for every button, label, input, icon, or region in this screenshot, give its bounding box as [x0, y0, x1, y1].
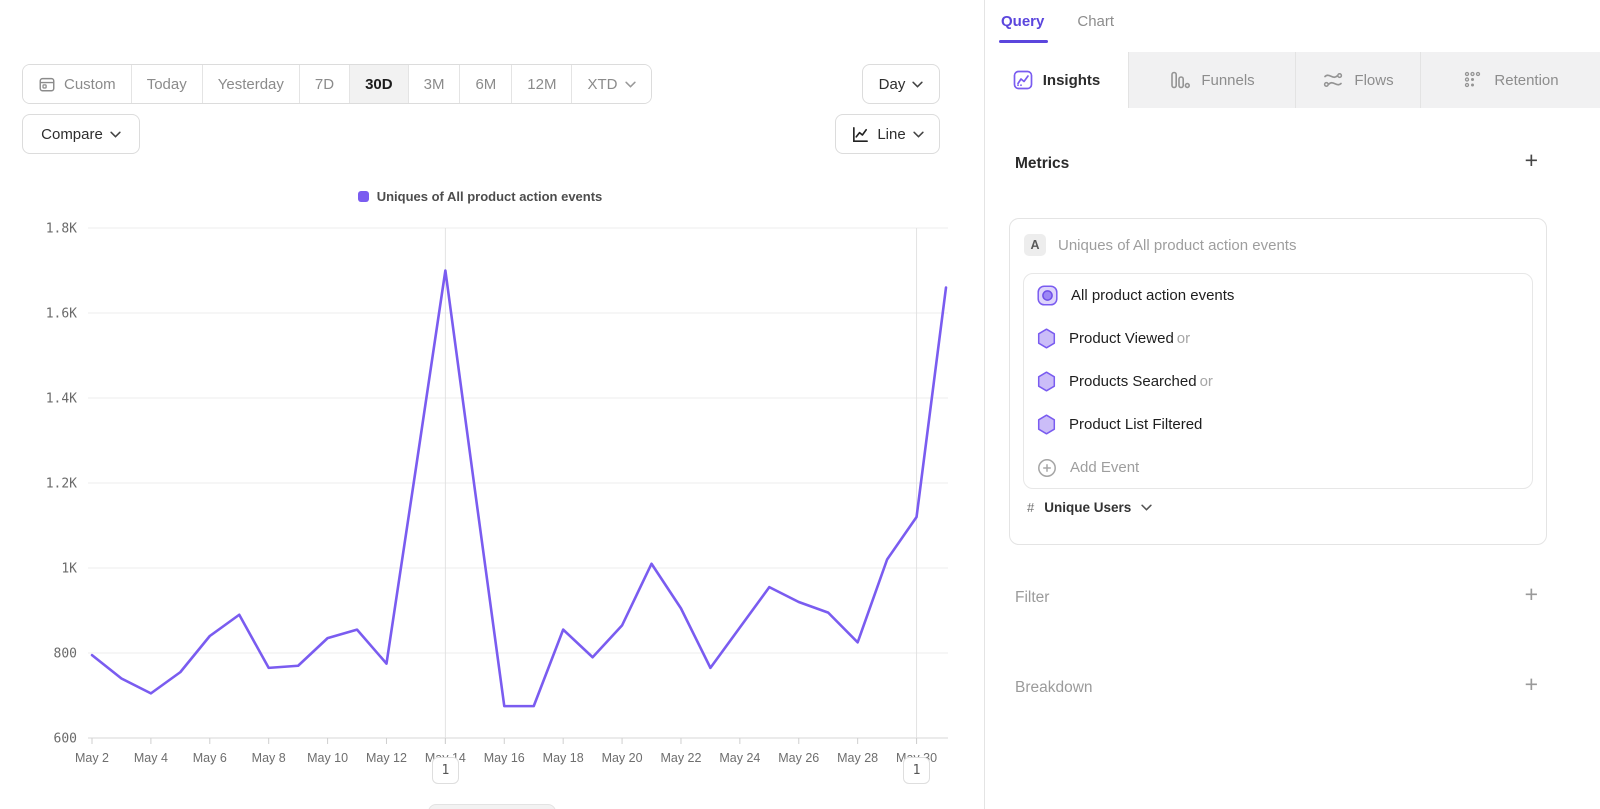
svg-text:May 16: May 16	[484, 751, 525, 765]
tab-insights[interactable]: Insights	[985, 52, 1129, 108]
legend-label: Uniques of All product action events	[376, 189, 603, 204]
line-chart-icon	[853, 126, 869, 142]
event-list-card: All product action events Product Viewed…	[1023, 273, 1533, 489]
chevron-down-icon	[912, 81, 924, 88]
svg-text:May 8: May 8	[252, 751, 286, 765]
date-range-selector: Custom Today Yesterday 7D 30D 3M 6M 12M …	[22, 64, 653, 104]
insights-icon	[1013, 70, 1033, 90]
svg-text:May 12: May 12	[366, 751, 407, 765]
retention-icon	[1465, 71, 1481, 88]
chevron-down-icon	[913, 131, 924, 138]
svg-text:May 6: May 6	[193, 751, 227, 765]
event-hexagon-icon	[1037, 371, 1056, 392]
range-button-custom[interactable]: Custom	[23, 65, 132, 103]
svg-text:May 10: May 10	[307, 751, 348, 765]
svg-text:May 26: May 26	[778, 751, 819, 765]
add-metric-button[interactable]: +	[1524, 147, 1538, 173]
annotation-badge[interactable]: 1	[431, 757, 459, 784]
svg-text:May 18: May 18	[543, 751, 584, 765]
filter-heading: Filter	[1015, 589, 1050, 606]
event-hexagon-icon	[1037, 328, 1056, 349]
svg-text:May 20: May 20	[602, 751, 643, 765]
metrics-heading: Metrics	[1015, 155, 1070, 172]
range-button-30d[interactable]: 30D	[350, 65, 409, 103]
breakdown-heading: Breakdown	[1015, 679, 1093, 696]
metric-group-card: A Uniques of All product action events A…	[1009, 218, 1547, 545]
svg-text:600: 600	[54, 732, 77, 747]
tab-funnels[interactable]: Funnels	[1129, 52, 1296, 108]
hash-icon: #	[1027, 500, 1035, 515]
line-chart[interactable]: 600 800 1K 1.2K 1.4K 1.6K 1.8K May 2 May 4 May 6 M…	[0, 215, 960, 809]
measure-dropdown[interactable]: # Unique Users	[1027, 500, 1152, 515]
tab-retention[interactable]: Retention	[1421, 52, 1600, 108]
svg-text:May 4: May 4	[134, 751, 168, 765]
add-filter-button[interactable]: +	[1524, 581, 1538, 607]
add-breakdown-button[interactable]: +	[1524, 671, 1538, 697]
range-label: Custom	[64, 75, 116, 93]
tab-chart[interactable]: Chart	[1077, 13, 1115, 30]
flows-icon	[1324, 73, 1343, 87]
range-button-xtd[interactable]: XTD	[572, 65, 652, 103]
metric-badge: A	[1024, 234, 1046, 256]
svg-text:May 22: May 22	[660, 751, 701, 765]
metric-group-title: Uniques of All product action events	[1058, 236, 1297, 254]
chevron-down-icon	[625, 81, 637, 88]
event-hexagon-icon	[1037, 414, 1056, 435]
range-button-today[interactable]: Today	[131, 65, 203, 103]
event-operator: or	[1199, 372, 1213, 390]
svg-text:800: 800	[54, 647, 77, 662]
legend-swatch	[357, 191, 369, 202]
tab-flows[interactable]: Flows	[1296, 52, 1421, 108]
range-button-3m[interactable]: 3M	[408, 65, 461, 103]
chevron-down-icon	[1141, 504, 1152, 511]
event-operator: or	[1176, 329, 1191, 347]
chart-type-dropdown[interactable]: Line	[835, 114, 940, 154]
compare-dropdown[interactable]: Compare	[22, 114, 140, 154]
add-event-button[interactable]: Add Event	[1024, 446, 1532, 488]
annotation-badge[interactable]: 1	[903, 757, 931, 784]
metric-group-header[interactable]: A Uniques of All product action events	[1024, 234, 1296, 256]
tab-query[interactable]: Query	[998, 13, 1049, 43]
svg-text:1K: 1K	[61, 562, 77, 577]
svg-text:May 28: May 28	[837, 751, 878, 765]
chart-scrollbar[interactable]	[428, 804, 556, 809]
range-button-12m[interactable]: 12M	[512, 65, 573, 103]
plus-circle-icon	[1038, 458, 1056, 477]
range-button-yesterday[interactable]: Yesterday	[202, 65, 300, 103]
view-tabs: Query Chart	[998, 13, 1115, 43]
event-row-product-list-filtered[interactable]: Product List Filtered	[1024, 403, 1532, 446]
calendar-icon	[39, 77, 55, 92]
event-group-icon	[1037, 285, 1058, 306]
chevron-down-icon	[110, 131, 121, 138]
svg-text:May 2: May 2	[75, 751, 109, 765]
svg-text:1.8K: 1.8K	[46, 222, 77, 237]
query-panel: Query Chart Insights Funnels	[984, 0, 1600, 809]
svg-text:May 24: May 24	[719, 751, 760, 765]
svg-text:1.2K: 1.2K	[46, 477, 77, 492]
report-type-tabs: Insights Funnels Flows	[985, 52, 1600, 108]
chart-legend: Uniques of All product action events	[0, 189, 960, 204]
range-button-6m[interactable]: 6M	[460, 65, 513, 103]
granularity-dropdown[interactable]: Day	[862, 64, 940, 104]
svg-text:1.6K: 1.6K	[46, 307, 77, 322]
event-row-product-viewed[interactable]: Product Viewed or	[1024, 317, 1532, 360]
event-row-products-searched[interactable]: Products Searched or	[1024, 360, 1532, 403]
funnels-icon	[1171, 71, 1191, 89]
range-button-7d[interactable]: 7D	[299, 65, 351, 103]
svg-text:1.4K: 1.4K	[46, 392, 77, 407]
event-row-all-product-action-events[interactable]: All product action events	[1024, 274, 1532, 317]
